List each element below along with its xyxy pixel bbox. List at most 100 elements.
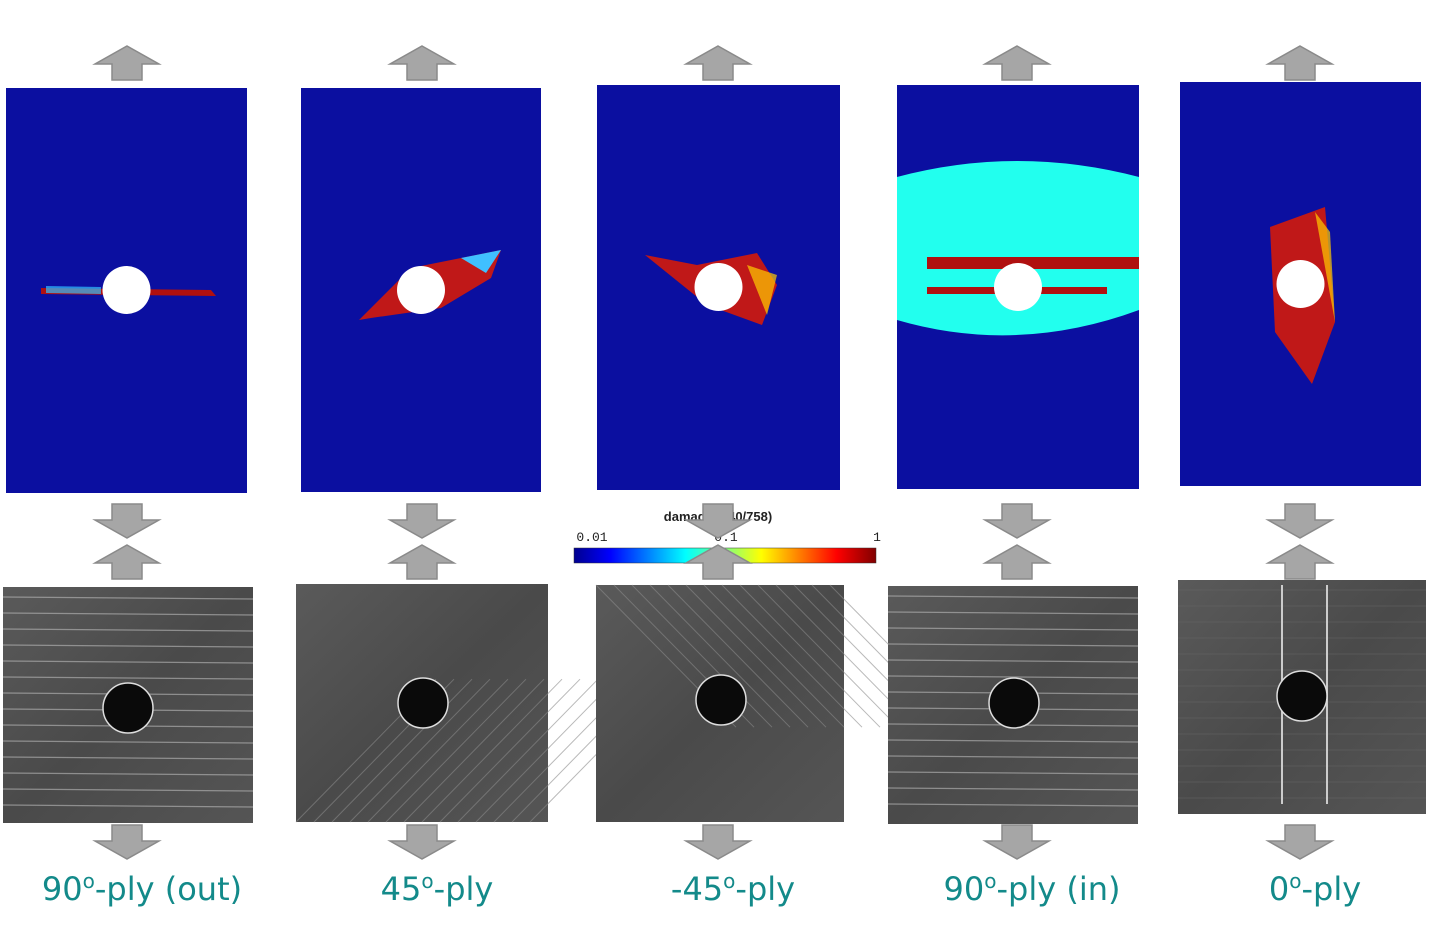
specimen-hole: [988, 677, 1040, 729]
specimen-hole: [1276, 670, 1328, 722]
load-arrow: [92, 824, 162, 860]
ply-streak: [421, 678, 563, 823]
ply-streak: [649, 584, 791, 728]
load-arrow: [92, 503, 162, 539]
simulation-panel: [897, 85, 1139, 489]
simulation-panel: [301, 88, 541, 492]
ply-streak: [403, 678, 545, 823]
model-hole: [694, 263, 743, 311]
ply-name: -ply: [434, 870, 494, 908]
ply-streak: [887, 643, 1139, 647]
ply-streak: [2, 660, 254, 664]
ply-name: -ply: [735, 870, 795, 908]
load-arrow: [387, 503, 457, 539]
ply-streak: [887, 611, 1139, 615]
ply-streak: [887, 739, 1139, 743]
degree-mark: o: [723, 869, 735, 893]
ply-label: 90o-ply (out): [42, 869, 242, 908]
load-arrow: [683, 824, 753, 860]
simulation-panel: [6, 88, 247, 493]
ply-streak: [887, 595, 1139, 599]
ply-streak: [667, 584, 809, 728]
specimen-hole: [102, 682, 154, 734]
ply-streak: [703, 584, 845, 728]
damage: [927, 257, 1139, 269]
ply-label: 45o-ply: [381, 869, 494, 908]
ply-streak: [887, 755, 1139, 759]
load-arrow: [1265, 544, 1335, 580]
ply-angle: 90: [944, 870, 985, 908]
ply-streak: [475, 678, 617, 823]
ply-name: -ply (in): [996, 870, 1120, 908]
ply-label: 90o-ply (in): [944, 869, 1121, 908]
ply-streak: [2, 804, 254, 808]
xray-panel: [1178, 580, 1426, 814]
load-arrow: [982, 544, 1052, 580]
ply-streak: [887, 771, 1139, 775]
ply-label: -45o-ply: [671, 869, 795, 908]
load-arrow: [683, 544, 753, 580]
load-arrow: [982, 503, 1052, 539]
ply-streak: [2, 676, 254, 680]
damage: [461, 250, 501, 273]
ply-streak: [2, 644, 254, 648]
ply-streak: [367, 678, 509, 823]
model-hole: [1276, 260, 1325, 308]
ply-streak: [2, 596, 254, 600]
xray-panel: [2, 587, 254, 823]
load-arrow: [982, 824, 1052, 860]
degree-mark: o: [83, 869, 95, 893]
ply-streak: [685, 584, 827, 728]
model-hole: [397, 266, 445, 314]
damage: [1315, 212, 1335, 322]
ply-streak: [385, 678, 527, 823]
ply-streak: [757, 584, 899, 728]
ply-streak: [887, 787, 1139, 791]
ply-streak: [2, 772, 254, 776]
load-arrow: [387, 544, 457, 580]
ply-streak: [721, 584, 863, 728]
ply-streak: [2, 628, 254, 632]
load-arrow: [1265, 503, 1335, 539]
ply-streak: [457, 678, 599, 823]
ply-streak: [739, 584, 881, 728]
ply-streak: [2, 788, 254, 792]
ply-angle: 0: [1269, 870, 1289, 908]
xray-panel: [595, 584, 971, 822]
degree-mark: o: [1289, 869, 1301, 893]
load-arrow: [387, 824, 457, 860]
specimen-hole: [397, 677, 449, 729]
load-arrow: [92, 544, 162, 580]
ply-angle: 45: [381, 870, 422, 908]
load-arrow: [683, 503, 753, 539]
ply-label: 0o-ply: [1269, 869, 1361, 908]
ply-streak: [439, 678, 581, 823]
load-arrow: [92, 45, 162, 81]
damage: [46, 286, 101, 294]
load-arrow: [1265, 45, 1335, 81]
ply-angle: 90: [42, 870, 83, 908]
load-arrow: [1265, 824, 1335, 860]
ply-name: -ply: [1301, 870, 1361, 908]
model-hole: [994, 263, 1042, 311]
ply-streak: [887, 803, 1139, 807]
colorbar-tick: 0.01: [576, 530, 607, 545]
ply-streak: [887, 627, 1139, 631]
load-arrow: [387, 45, 457, 81]
simulation-panel: [1180, 82, 1421, 486]
xray-panel: [887, 586, 1139, 824]
ply-streak: [887, 659, 1139, 663]
damage: [747, 265, 777, 315]
model-hole: [102, 266, 151, 314]
specimen-hole: [695, 674, 747, 726]
colorbar-tick: 1: [873, 530, 881, 545]
ply-streak: [2, 756, 254, 760]
ply-streak: [2, 612, 254, 616]
ply-streak: [349, 678, 491, 823]
degree-mark: o: [984, 869, 996, 893]
ply-streak: [631, 584, 773, 728]
load-arrow: [683, 45, 753, 81]
load-arrow: [982, 45, 1052, 81]
ply-angle: -45: [671, 870, 723, 908]
